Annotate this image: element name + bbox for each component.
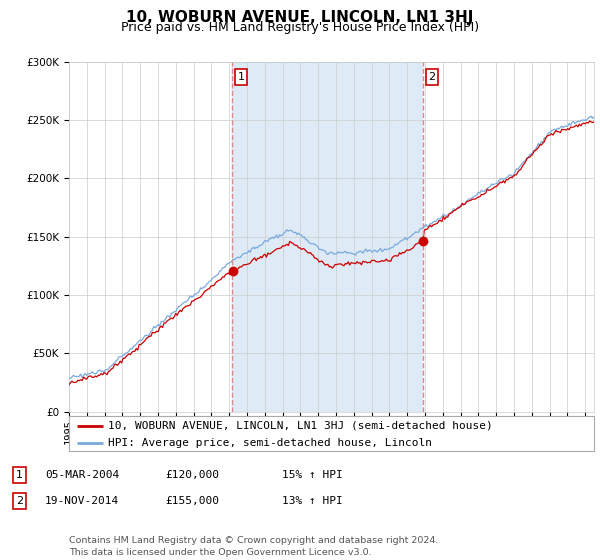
Text: 15% ↑ HPI: 15% ↑ HPI	[282, 470, 343, 480]
Text: 05-MAR-2004: 05-MAR-2004	[45, 470, 119, 480]
Text: 10, WOBURN AVENUE, LINCOLN, LN1 3HJ: 10, WOBURN AVENUE, LINCOLN, LN1 3HJ	[127, 10, 473, 25]
Text: 19-NOV-2014: 19-NOV-2014	[45, 496, 119, 506]
Text: 10, WOBURN AVENUE, LINCOLN, LN1 3HJ (semi-detached house): 10, WOBURN AVENUE, LINCOLN, LN1 3HJ (sem…	[109, 421, 493, 431]
Text: 1: 1	[238, 72, 245, 82]
Text: 13% ↑ HPI: 13% ↑ HPI	[282, 496, 343, 506]
Text: 2: 2	[16, 496, 23, 506]
Text: 1: 1	[16, 470, 23, 480]
Text: HPI: Average price, semi-detached house, Lincoln: HPI: Average price, semi-detached house,…	[109, 438, 433, 448]
Bar	[232, 62, 423, 412]
Text: 2: 2	[428, 72, 436, 82]
Text: Contains HM Land Registry data © Crown copyright and database right 2024.
This d: Contains HM Land Registry data © Crown c…	[69, 536, 439, 557]
Text: £155,000: £155,000	[165, 496, 219, 506]
Text: Price paid vs. HM Land Registry's House Price Index (HPI): Price paid vs. HM Land Registry's House …	[121, 21, 479, 34]
Text: £120,000: £120,000	[165, 470, 219, 480]
